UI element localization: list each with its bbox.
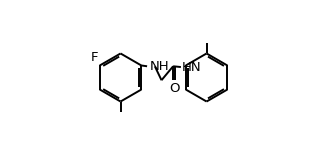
- Text: F: F: [90, 51, 98, 64]
- Text: NH: NH: [150, 60, 169, 73]
- Text: HN: HN: [182, 61, 201, 73]
- Text: O: O: [169, 82, 179, 95]
